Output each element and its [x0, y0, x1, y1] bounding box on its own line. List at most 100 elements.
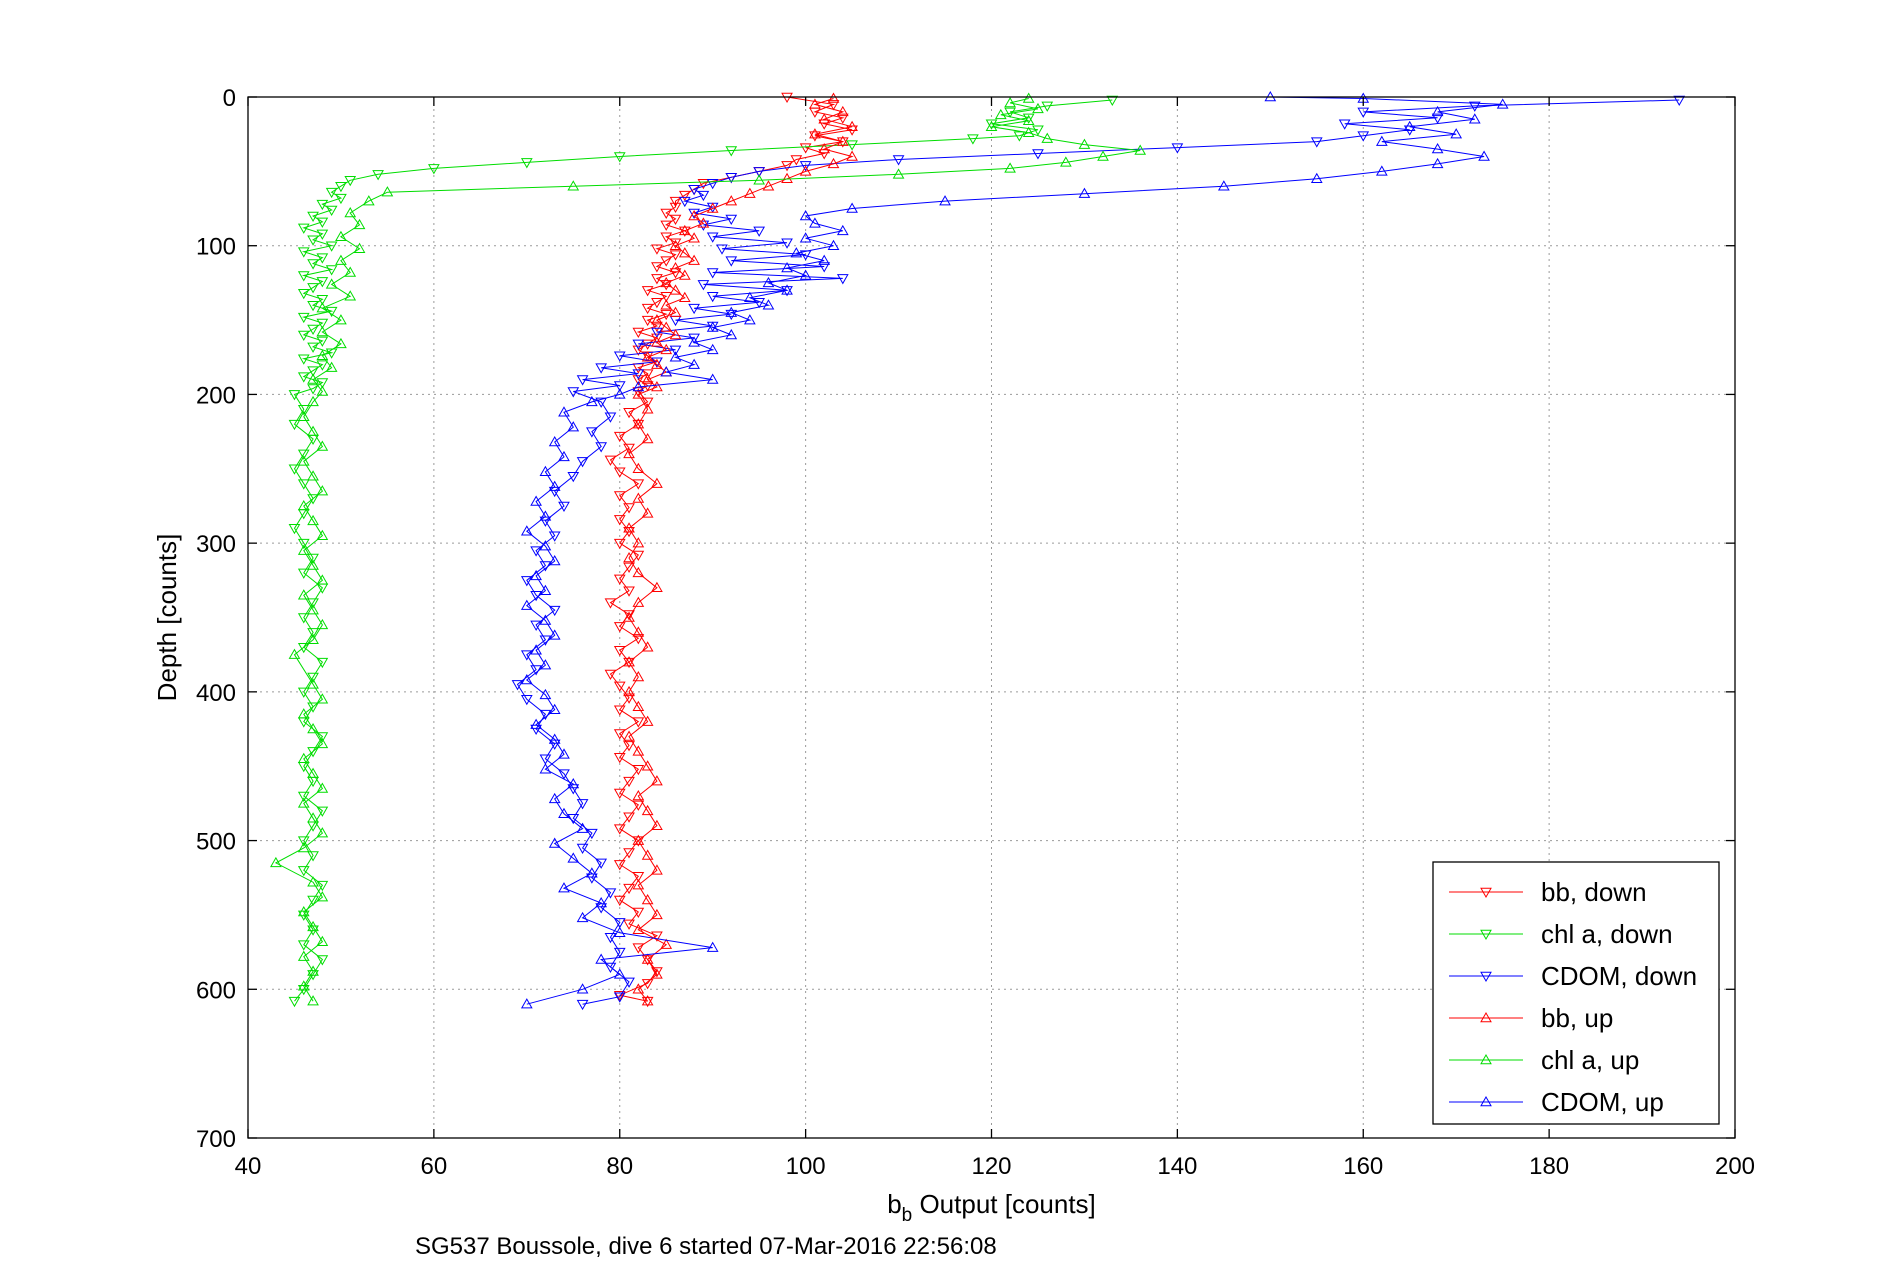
legend-label: bb, down	[1541, 877, 1647, 907]
legend-item: CDOM, down	[1449, 961, 1697, 991]
data-point	[335, 230, 347, 242]
data-point	[1041, 101, 1054, 112]
data-point	[297, 905, 310, 917]
data-point	[316, 385, 329, 396]
data-point	[307, 553, 319, 565]
data-point	[520, 158, 533, 169]
data-point	[1022, 114, 1035, 126]
data-point	[335, 254, 347, 265]
data-point	[604, 932, 617, 944]
data-point	[604, 412, 617, 423]
data-point	[623, 522, 635, 533]
data-point	[530, 718, 542, 729]
data-point	[307, 895, 319, 907]
data-point	[632, 387, 645, 398]
data-point	[688, 358, 700, 369]
data-point	[623, 685, 635, 697]
ticks-layer: 40 60 80 100 120 140 160 180 200 0 100 200 300 400 500…	[196, 85, 1755, 1180]
data-point	[651, 358, 663, 369]
data-point	[316, 325, 329, 337]
x-axis-label-rest: Output [counts]	[912, 1189, 1096, 1219]
data-point	[307, 767, 319, 778]
data-point	[651, 908, 663, 920]
data-point	[836, 135, 849, 146]
data-point	[632, 566, 645, 578]
data-point	[316, 891, 329, 902]
data-point	[613, 645, 626, 657]
data-point	[660, 256, 673, 267]
data-point	[307, 851, 319, 862]
data-point	[623, 741, 635, 752]
data-point	[641, 373, 654, 384]
data-point	[297, 708, 310, 719]
data-point	[548, 486, 561, 498]
data-point	[613, 918, 626, 929]
data-point	[307, 672, 319, 683]
data-point	[669, 345, 682, 356]
data-point	[669, 202, 682, 214]
data-point	[539, 688, 552, 700]
data-point	[520, 695, 533, 706]
data-point	[1022, 126, 1035, 137]
data-point	[994, 108, 1007, 120]
data-point	[307, 702, 319, 713]
data-point	[316, 657, 329, 669]
data-point	[725, 328, 738, 340]
data-point	[651, 274, 663, 285]
series-line	[628, 98, 854, 1002]
data-point	[1357, 107, 1370, 118]
data-point	[325, 278, 338, 289]
legend-marker	[1480, 971, 1492, 983]
data-point	[641, 403, 654, 414]
data-point	[799, 143, 812, 154]
data-point	[316, 277, 329, 288]
data-point	[307, 598, 319, 609]
data-point	[539, 754, 552, 765]
data-point	[613, 574, 626, 585]
data-point	[753, 167, 766, 178]
data-point	[641, 715, 654, 726]
data-point	[641, 894, 654, 905]
data-point	[576, 999, 589, 1011]
data-point	[827, 92, 840, 103]
data-point	[586, 427, 598, 438]
data-point	[297, 247, 310, 258]
data-point	[623, 730, 635, 741]
data-point	[613, 351, 626, 362]
data-point	[1496, 98, 1509, 109]
data-point	[297, 405, 310, 416]
data-point	[623, 562, 635, 573]
data-point	[632, 345, 645, 356]
data-point	[288, 648, 301, 659]
data-point	[548, 629, 561, 640]
legend-marker	[1480, 1095, 1492, 1107]
data-point	[846, 120, 858, 131]
data-point	[316, 618, 329, 630]
data-point	[725, 173, 738, 184]
data-point	[428, 164, 440, 175]
data-point	[520, 998, 533, 1009]
data-point	[1032, 125, 1044, 136]
data-point	[1022, 113, 1035, 124]
data-point	[660, 232, 673, 243]
data-point	[632, 419, 645, 431]
data-point	[297, 271, 310, 282]
data-point	[325, 265, 338, 276]
legend-label: CDOM, down	[1541, 961, 1697, 991]
data-point	[678, 196, 691, 208]
data-point	[669, 262, 682, 273]
data-point	[307, 211, 319, 222]
data-point	[539, 659, 552, 670]
data-point	[297, 752, 310, 764]
x-tick-label: 100	[786, 1153, 826, 1180]
x-axis-label: bb Output [counts]	[887, 1189, 1096, 1226]
data-point	[325, 187, 338, 199]
data-point	[548, 837, 561, 848]
legend-marker	[1480, 1011, 1492, 1023]
data-point	[307, 425, 319, 436]
data-point	[362, 195, 375, 206]
data-point	[892, 168, 905, 179]
data-point	[307, 259, 319, 270]
data-point	[353, 242, 366, 253]
data-point	[632, 923, 645, 935]
